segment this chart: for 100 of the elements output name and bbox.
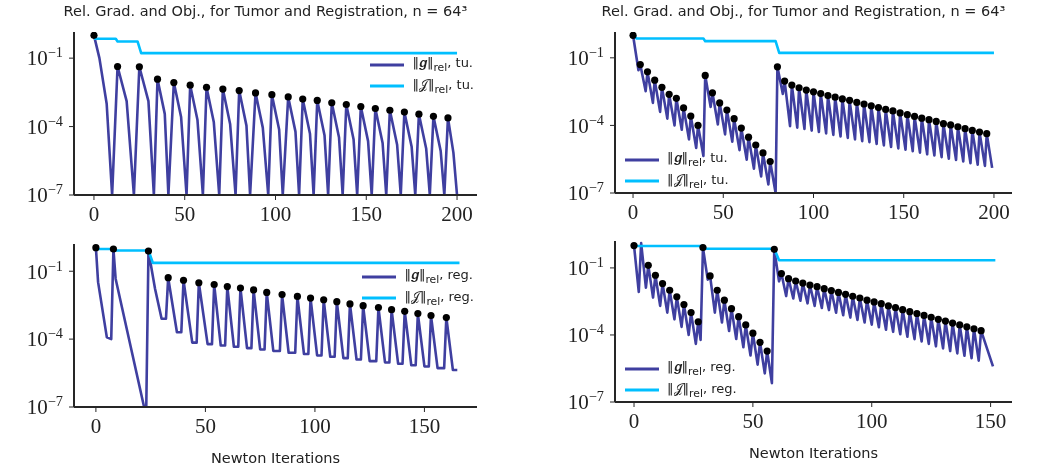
point <box>874 103 883 112</box>
y-tick-label: 10$^{−4}$ <box>567 111 604 138</box>
point <box>723 106 731 114</box>
point <box>306 294 315 302</box>
point <box>834 288 843 297</box>
point <box>954 123 962 131</box>
point <box>371 104 379 113</box>
y-tick-label: 10$^{−1}$ <box>567 254 604 281</box>
point <box>387 306 396 314</box>
point <box>658 83 666 91</box>
x-tick-label: 100 <box>259 201 292 226</box>
point <box>948 319 957 327</box>
legend-label: ‖𝒥‖$_{rel}$, reg. <box>404 287 474 310</box>
point <box>788 81 796 89</box>
point <box>328 99 336 107</box>
point <box>744 133 753 141</box>
y-tick-label: 10$^{−7}$ <box>26 393 63 420</box>
point <box>92 244 100 252</box>
point <box>766 157 774 166</box>
y-tick-label: 10$^{−7}$ <box>26 181 63 208</box>
x-tick-label: 100 <box>797 199 830 224</box>
point <box>920 311 928 319</box>
point <box>925 116 933 124</box>
point <box>777 269 786 278</box>
point <box>802 86 810 94</box>
point <box>720 296 728 304</box>
point <box>401 307 409 315</box>
point <box>333 298 341 306</box>
point <box>687 309 695 317</box>
point <box>735 313 743 321</box>
x-tick-label: 100 <box>855 408 888 433</box>
point <box>251 89 260 97</box>
point <box>694 318 702 326</box>
point <box>737 124 745 132</box>
point <box>223 282 231 291</box>
point <box>153 75 162 83</box>
y-tick-label: 10$^{−7}$ <box>567 388 604 415</box>
point <box>179 276 188 284</box>
point <box>374 303 383 312</box>
point <box>629 32 637 39</box>
point <box>429 112 438 120</box>
point <box>820 285 828 293</box>
point <box>963 323 971 331</box>
point <box>792 277 800 285</box>
point <box>770 245 778 253</box>
point <box>983 130 991 138</box>
point <box>346 300 354 308</box>
point <box>947 121 955 129</box>
point <box>357 102 365 111</box>
legend-label: ‖𝒥‖$_{rel}$, reg. <box>667 379 737 402</box>
x-tick-label: 0 <box>88 201 100 226</box>
point <box>263 288 271 297</box>
point <box>320 296 328 304</box>
y-tick-label: 10$^{−4}$ <box>26 112 63 139</box>
x-tick-label: 150 <box>408 413 441 438</box>
legend-label: ‖𝒈‖$_{rel}$, tu. <box>412 54 473 76</box>
point <box>109 245 118 253</box>
point <box>773 63 782 71</box>
point <box>896 109 904 117</box>
point <box>730 115 738 123</box>
y-tick-label: 10$^{−4}$ <box>567 321 604 348</box>
x-tick-label: 150 <box>974 408 1007 433</box>
x-tick-label: 150 <box>887 199 920 224</box>
point <box>386 106 394 114</box>
x-tick-label: 50 <box>712 199 734 224</box>
x-tick-label: 50 <box>194 413 216 438</box>
y-tick-label: 10$^{−1}$ <box>26 44 63 71</box>
x-tick-label: 0 <box>628 408 640 433</box>
point <box>268 91 276 99</box>
point <box>906 308 914 316</box>
point <box>849 292 857 300</box>
point <box>899 306 907 314</box>
point <box>913 309 921 318</box>
point <box>694 121 702 130</box>
point <box>932 117 940 126</box>
y-tick-label: 10$^{−7}$ <box>567 179 604 206</box>
point <box>708 89 717 97</box>
chart-title: Rel. Grad. and Obj., for Tumor and Registration, n = 64³ <box>62 3 469 19</box>
point <box>284 93 292 101</box>
point <box>827 286 835 295</box>
point <box>975 128 984 136</box>
point <box>941 317 950 325</box>
point <box>806 281 814 289</box>
point <box>884 302 892 310</box>
legend-label: ‖𝒈‖$_{rel}$, reg. <box>667 358 736 380</box>
point <box>970 325 978 333</box>
x-tick-label: 0 <box>627 199 639 224</box>
point <box>313 96 321 105</box>
point <box>831 93 839 101</box>
point <box>706 272 714 280</box>
point <box>186 81 194 89</box>
x-tick-label: 50 <box>174 201 196 226</box>
point <box>860 100 868 108</box>
point <box>867 102 875 110</box>
legend-label: ‖𝒈‖$_{rel}$, tu. <box>667 149 728 171</box>
point <box>934 315 942 323</box>
x-tick-label: 50 <box>742 408 764 433</box>
point <box>813 283 821 291</box>
point <box>235 86 243 95</box>
point <box>210 280 218 289</box>
